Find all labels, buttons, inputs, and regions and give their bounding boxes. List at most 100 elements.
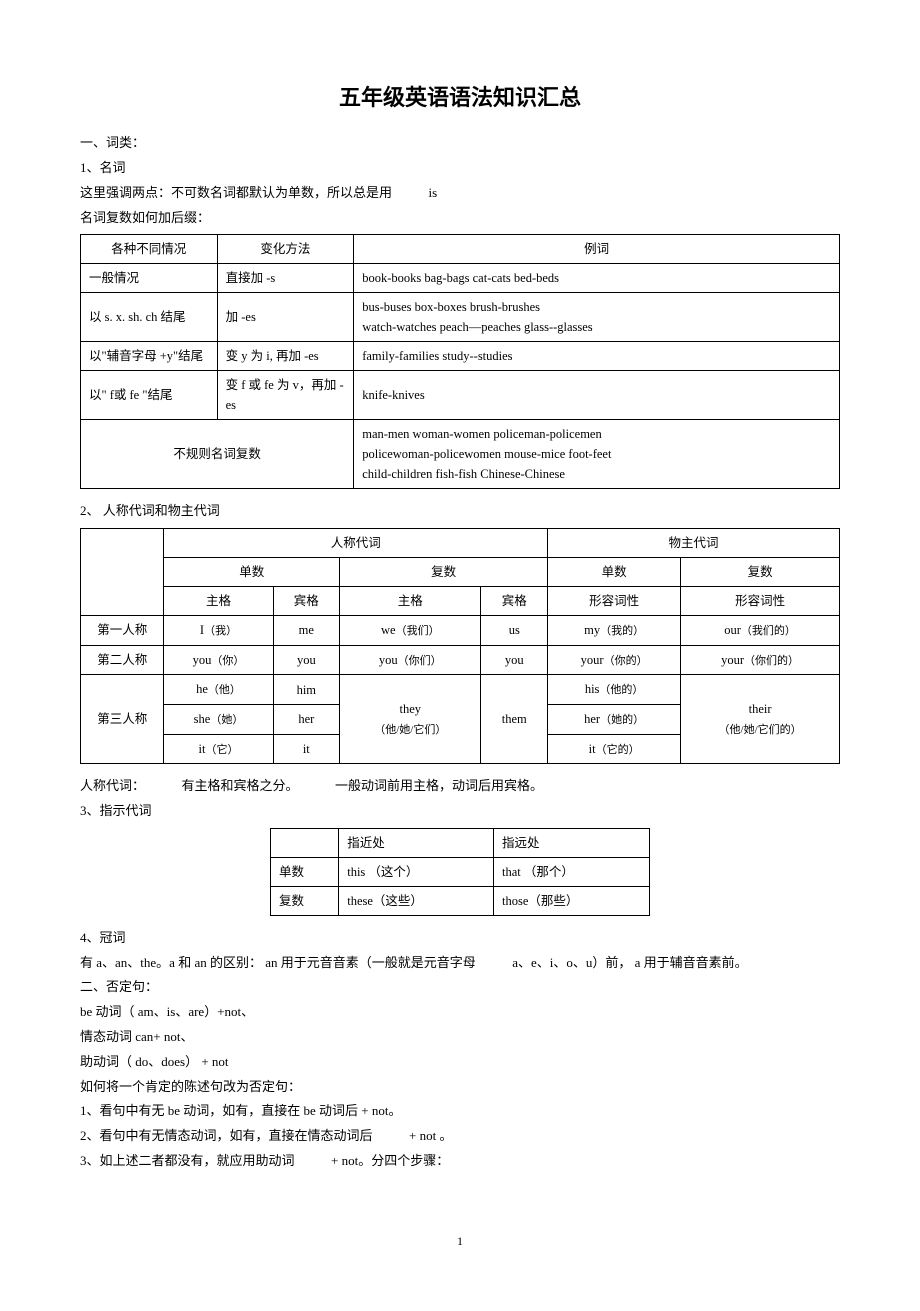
pron-r3-op: them <box>481 675 548 764</box>
pron-row3-label: 第三人称 <box>81 675 164 764</box>
pron-r1-pp: our（我们的） <box>681 616 840 646</box>
noun-r5c3b: policewoman-policewomen mouse-mice foot-… <box>362 444 831 464</box>
pronoun-note-a: 人称代词： <box>80 778 145 793</box>
demo-r-pl: 复数 <box>271 886 339 915</box>
item1-note2: 名词复数如何加后缀： <box>80 208 840 229</box>
pron-r2-os: you <box>273 645 340 675</box>
neg-line6: 2、看句中有无情态动词，如有，直接在情态动词后 + not 。 <box>80 1126 840 1147</box>
pron-h-obj2: 宾格 <box>481 587 548 616</box>
pron-h-possessive: 物主代词 <box>548 529 840 558</box>
demo-pl-near: these（这些） <box>339 886 494 915</box>
pron-r3c-ps: it（它的） <box>548 734 681 764</box>
item4-text-b: a、e、i、o、u）前， a 用于辅音音素前。 <box>512 955 747 970</box>
noun-h3: 例词 <box>354 235 840 264</box>
pron-r1-ss: I（我） <box>164 616 273 646</box>
pron-r3-pp: their（他/她/它们的） <box>681 675 840 764</box>
noun-r2c3a: bus-buses box-boxes brush-brushes <box>362 297 831 317</box>
pron-row1-label: 第一人称 <box>81 616 164 646</box>
noun-r4c1: 以" f或 fe "结尾 <box>81 371 218 420</box>
item1-label: 1、名词 <box>80 158 840 179</box>
pron-r3-sp: they（他/她/它们） <box>340 675 481 764</box>
item4-text-a: 有 a、an、the。a 和 an 的区别： an 用于元音音素（一般就是元音字… <box>80 955 476 970</box>
neg-line7b: + not。分四个步骤： <box>331 1153 449 1168</box>
noun-r1c1: 一般情况 <box>81 264 218 293</box>
pron-r1-os: me <box>273 616 340 646</box>
demo-h-near: 指近处 <box>339 828 494 857</box>
section2-heading: 二、否定句： <box>80 977 840 998</box>
pron-r3b-ps: her（她的） <box>548 704 681 734</box>
pron-r2-pp: your（你们的） <box>681 645 840 675</box>
item2-label: 2、 人称代词和物主代词 <box>80 501 840 522</box>
demo-h-far: 指远处 <box>494 828 650 857</box>
pron-r2-sp: you（你们） <box>340 645 481 675</box>
pron-row2-label: 第二人称 <box>81 645 164 675</box>
noun-r1c3: book-books bag-bags cat-cats bed-beds <box>354 264 840 293</box>
item1-note1: 这里强调两点：不可数名词都默认为单数，所以总是用 is <box>80 183 840 204</box>
pron-r3a-ps: his（他的） <box>548 675 681 705</box>
pron-r1-op: us <box>481 616 548 646</box>
pronoun-note-c: 一般动词前用主格，动词后用宾格。 <box>335 778 543 793</box>
pron-h-obj1: 宾格 <box>273 587 340 616</box>
demo-pl-far: those（那些） <box>494 886 650 915</box>
noun-h1: 各种不同情况 <box>81 235 218 264</box>
pron-r3a-ss: he（他） <box>164 675 273 705</box>
noun-r5c1: 不规则名词复数 <box>81 420 354 489</box>
pron-h-personal: 人称代词 <box>164 529 548 558</box>
pron-r2-op: you <box>481 645 548 675</box>
noun-h2: 变化方法 <box>217 235 354 264</box>
noun-r2c2: 加 -es <box>217 293 354 342</box>
noun-plural-table: 各种不同情况 变化方法 例词 一般情况 直接加 -s book-books ba… <box>80 234 840 489</box>
pron-r1-ps: my（我的） <box>548 616 681 646</box>
noun-r4c2: 变 f 或 fe 为 v，再加 -es <box>217 371 354 420</box>
noun-r2c1: 以 s. x. sh. ch 结尾 <box>81 293 218 342</box>
pron-h-sg: 单数 <box>164 558 340 587</box>
pron-r3c-ss: it（它） <box>164 734 273 764</box>
pron-h-pl: 复数 <box>340 558 548 587</box>
pron-h-subj2: 主格 <box>340 587 481 616</box>
section1-heading: 一、词类： <box>80 133 840 154</box>
neg-line6a: 2、看句中有无情态动词，如有，直接在情态动词后 <box>80 1128 373 1143</box>
neg-line7a: 3、如上述二者都没有，就应用助动词 <box>80 1153 295 1168</box>
page-number: 1 <box>80 1232 840 1251</box>
neg-line2: 情态动词 can+ not、 <box>80 1027 840 1048</box>
neg-line3: 助动词（ do、does） + not <box>80 1052 840 1073</box>
page-title: 五年级英语语法知识汇总 <box>80 80 840 115</box>
pron-h-adj2: 形容词性 <box>681 587 840 616</box>
demo-r-sg: 单数 <box>271 857 339 886</box>
pron-r3c-os: it <box>273 734 340 764</box>
noun-r5c3: man-men woman-women policeman-policemen … <box>354 420 840 489</box>
noun-r3c3: family-families study--studies <box>354 342 840 371</box>
pronoun-note-b: 有主格和宾格之分。 <box>182 778 299 793</box>
noun-r3c2: 变 y 为 i, 再加 -es <box>217 342 354 371</box>
noun-r1c2: 直接加 -s <box>217 264 354 293</box>
noun-r2c3: bus-buses box-boxes brush-brushes watch-… <box>354 293 840 342</box>
neg-line1: be 动词（ am、is、are）+not、 <box>80 1002 840 1023</box>
pron-h-sg2: 单数 <box>548 558 681 587</box>
item3-label: 3、指示代词 <box>80 801 840 822</box>
neg-line6b: + not 。 <box>409 1128 452 1143</box>
neg-line7: 3、如上述二者都没有，就应用助动词 + not。分四个步骤： <box>80 1151 840 1172</box>
item4-text: 有 a、an、the。a 和 an 的区别： an 用于元音音素（一般就是元音字… <box>80 953 840 974</box>
item4-label: 4、冠词 <box>80 928 840 949</box>
pron-r2-ss: you（你） <box>164 645 273 675</box>
note1b: is <box>429 185 438 200</box>
neg-line5: 1、看句中有无 be 动词，如有，直接在 be 动词后 + not。 <box>80 1101 840 1122</box>
pron-r1-sp: we（我们） <box>340 616 481 646</box>
pron-r3b-ss: she（她） <box>164 704 273 734</box>
note1a: 这里强调两点：不可数名词都默认为单数，所以总是用 <box>80 185 392 200</box>
pron-h-adj1: 形容词性 <box>548 587 681 616</box>
noun-r4c3: knife-knives <box>354 371 840 420</box>
pron-h-pl2: 复数 <box>681 558 840 587</box>
pron-r2-ps: your（你的） <box>548 645 681 675</box>
demonstrative-table: 指近处 指远处 单数 this （这个） that （那个） 复数 these（… <box>270 828 650 916</box>
noun-r3c1: 以"辅音字母 +y"结尾 <box>81 342 218 371</box>
noun-r2c3b: watch-watches peach—peaches glass--glass… <box>362 317 831 337</box>
noun-r5c3c: child-children fish-fish Chinese-Chinese <box>362 464 831 484</box>
pron-r3b-os: her <box>273 704 340 734</box>
pronoun-table: 人称代词 物主代词 单数 复数 单数 复数 主格 宾格 主格 宾格 形容词性 形… <box>80 528 840 764</box>
pron-r3a-os: him <box>273 675 340 705</box>
neg-line4: 如何将一个肯定的陈述句改为否定句： <box>80 1077 840 1098</box>
pron-h-subj1: 主格 <box>164 587 273 616</box>
pronoun-note: 人称代词： 有主格和宾格之分。 一般动词前用主格，动词后用宾格。 <box>80 776 840 797</box>
demo-sg-far: that （那个） <box>494 857 650 886</box>
